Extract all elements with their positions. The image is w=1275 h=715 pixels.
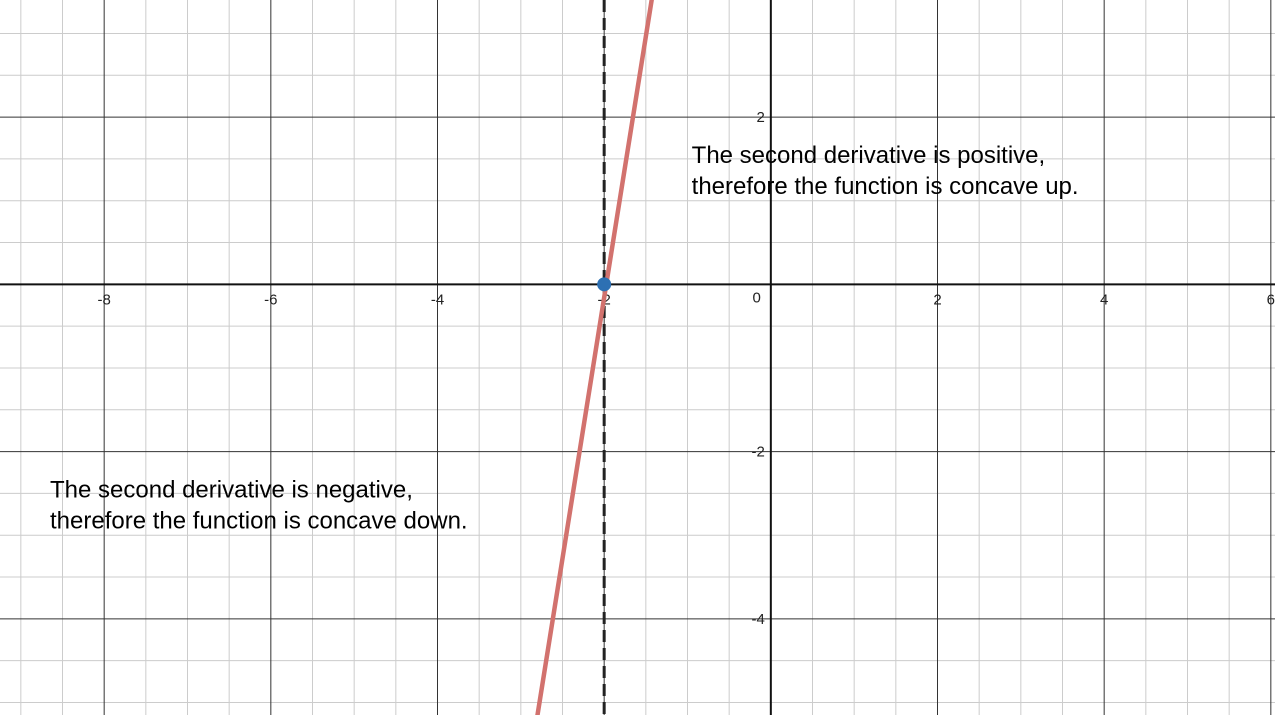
y-tick-label: 2	[756, 109, 764, 126]
x-tick-label: 6	[1267, 291, 1275, 308]
inflection-point	[597, 277, 612, 292]
x-tick-label: 2	[933, 291, 941, 308]
annotation-line: therefore the function is concave up.	[692, 173, 1079, 200]
annotations: The second derivative is positive, theref…	[50, 142, 1079, 535]
x-tick-label: -4	[431, 291, 444, 308]
annotation-line: The second derivative is positive,	[692, 142, 1046, 169]
x-tick-label: 4	[1100, 291, 1108, 308]
origin-label: 0	[752, 289, 760, 306]
y-tick-label: -4	[751, 611, 764, 628]
annotation-text: The second derivative is negative, theref…	[50, 477, 468, 535]
series-layer	[535, 0, 654, 715]
annotation-line: The second derivative is negative,	[50, 477, 413, 504]
function-line	[535, 0, 654, 715]
annotation-text: The second derivative is positive, theref…	[692, 142, 1079, 200]
tick-labels: -8-6-4-22462-2-40	[97, 109, 1275, 628]
x-tick-label: -8	[97, 291, 110, 308]
x-tick-label: -6	[264, 291, 277, 308]
y-tick-label: -2	[751, 444, 764, 461]
annotation-line: therefore the function is concave down.	[50, 508, 468, 535]
